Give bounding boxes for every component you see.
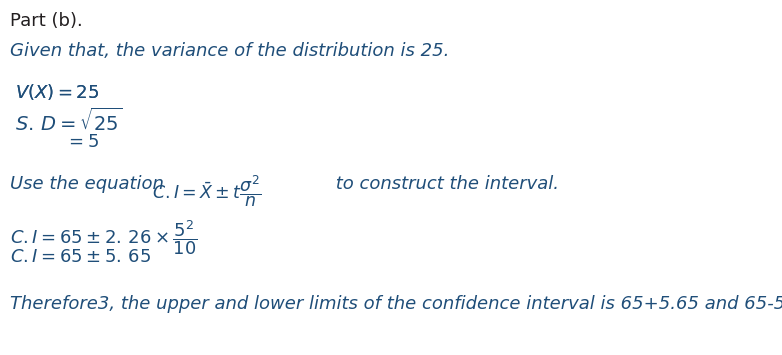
Text: Therefore3, the upper and lower limits of the confidence interval is 65+5.65 and: Therefore3, the upper and lower limits o… xyxy=(10,295,782,313)
Text: Given that, the variance of the distribution is 25.: Given that, the variance of the distribu… xyxy=(10,42,450,60)
Text: $C.I = 65 \pm 2.\,26 \times \dfrac{5^2}{10}$: $C.I = 65 \pm 2.\,26 \times \dfrac{5^2}{… xyxy=(10,218,198,257)
Text: to construct the interval.: to construct the interval. xyxy=(330,175,559,193)
Text: $V(X){=}25$: $V(X){=}25$ xyxy=(15,82,99,102)
Text: Use the equation: Use the equation xyxy=(10,175,170,193)
Text: $C.I = \bar{X} \pm t\dfrac{\sigma^2}{n}$: $C.I = \bar{X} \pm t\dfrac{\sigma^2}{n}$ xyxy=(152,173,262,208)
Text: $V(X)=25$: $V(X)=25$ xyxy=(15,82,99,102)
Text: $C.I = 65 \pm 5.\,65$: $C.I = 65 \pm 5.\,65$ xyxy=(10,248,151,266)
Text: $S.\, D{=}\sqrt{25}$: $S.\, D{=}\sqrt{25}$ xyxy=(15,108,123,135)
Text: Part (b).: Part (b). xyxy=(10,12,83,30)
Text: $=5$: $=5$ xyxy=(65,133,99,151)
